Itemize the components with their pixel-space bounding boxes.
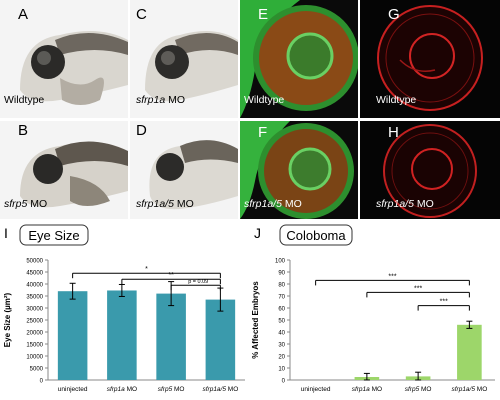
y-tick-label: 10000	[26, 355, 43, 361]
panel-h-caption-suffix: MO	[413, 198, 434, 210]
x-tick-label-gene: sfrp1a	[107, 386, 125, 393]
panel-g-confocal-image	[360, 0, 500, 118]
chart-title: Coloboma	[286, 228, 346, 243]
y-tick-label: 40	[278, 331, 285, 337]
x-tick-label-text: MO	[226, 386, 238, 393]
x-tick-label-0: uninjected	[301, 386, 331, 393]
y-tick-label: 70	[278, 295, 285, 301]
panel-c-letter: C	[136, 6, 147, 23]
panel-d-caption: sfrp1a/5 MO	[136, 198, 194, 210]
panel-d-caption-suffix: MO	[173, 198, 194, 210]
panel-b-caption: sfrp5 MO	[4, 198, 47, 210]
panel-h-letter: H	[388, 124, 399, 141]
y-tick-label: 20000	[26, 331, 43, 337]
sig-label-2: ***	[440, 299, 448, 306]
panel-c-caption-suffix: MO	[165, 94, 186, 106]
y-tick-label: 60	[278, 307, 285, 313]
bar-1	[107, 290, 137, 380]
x-tick-label-text: uninjected	[58, 386, 88, 393]
x-tick-label-gene: sfrp1a/5	[202, 386, 226, 393]
y-tick-label: 10	[278, 367, 285, 373]
chart-title-box	[19, 224, 89, 246]
y-tick-label: 15000	[26, 343, 43, 349]
x-tick-label-gene: sfrp1a	[352, 386, 370, 393]
x-tick-label-text: uninjected	[301, 386, 331, 393]
y-axis-label: % Affected Embryos	[251, 281, 260, 359]
panel-d-letter: D	[136, 122, 147, 139]
x-tick-label-text: MO	[172, 386, 184, 393]
chart-title-box	[279, 224, 353, 246]
eye-size-chart: I Eye Size 0 5000 10000 15000 20000 25000 30000 3…	[3, 224, 245, 393]
panel-f-caption: sfrp1a/5 MO	[244, 198, 302, 210]
y-tick-label: 35000	[26, 295, 43, 301]
panel-d-caption-gene: sfrp1a/5	[136, 198, 174, 210]
y-tick-label: 100	[275, 259, 286, 265]
panel-e-confocal-image	[240, 0, 358, 118]
bar-3	[205, 299, 236, 380]
panel-c-caption: sfrp1a MO	[136, 94, 185, 106]
y-axis-label: Eye Size (µm²)	[3, 292, 12, 347]
panel-h-confocal-image	[360, 121, 500, 219]
bar-3	[457, 324, 482, 380]
x-tick-label-gene: sfrp5	[158, 386, 173, 393]
panel-f-caption-gene: sfrp1a/5	[244, 198, 282, 210]
coloboma-chart: J Coloboma 0 10 20 30 40 50 60 70 80 90 100 % Affecte…	[251, 224, 495, 393]
x-tick-label-text: MO	[125, 386, 137, 393]
x-tick-label-3: sfrp1a/5 MO	[202, 386, 238, 393]
panel-e-caption: Wildtype	[244, 94, 285, 106]
y-tick-label: 0	[282, 379, 286, 385]
x-tick-label-0: uninjected	[58, 386, 88, 393]
x-tick-label-gene: sfrp1a/5	[451, 386, 475, 393]
sig-label-1: ***	[414, 285, 422, 292]
panel-letter: I	[4, 225, 8, 241]
y-tick-label: 45000	[26, 271, 43, 277]
sig-label-1: **	[168, 272, 174, 279]
panel-b-letter: B	[18, 122, 29, 139]
x-tick-label-1: sfrp1a MO	[352, 386, 382, 393]
y-tick-label: 50000	[26, 259, 43, 265]
panel-f-caption-suffix: MO	[281, 198, 302, 210]
panel-d-embryo-image	[130, 121, 238, 219]
sig-label-2: p = 0.09	[188, 279, 208, 285]
y-tick-label: 25000	[26, 319, 43, 325]
y-tick-label: 40000	[26, 283, 43, 289]
x-tick-label-1: sfrp1a MO	[107, 386, 137, 393]
panel-letter: J	[254, 225, 261, 241]
sig-label-0: *	[145, 266, 148, 273]
panel-a-letter: A	[18, 6, 29, 23]
panel-e-letter: E	[258, 6, 269, 23]
y-tick-label: 0	[40, 379, 44, 385]
sig-label-0: ***	[388, 273, 396, 280]
chart-title: Eye Size	[28, 228, 79, 243]
bar-2	[156, 293, 186, 380]
panel-b-caption-suffix: MO	[27, 198, 48, 210]
y-tick-label: 50	[278, 319, 285, 325]
x-tick-label-text: MO	[419, 386, 431, 393]
y-tick-label: 30000	[26, 307, 43, 313]
panel-h-caption: sfrp1a/5 MO	[376, 198, 434, 210]
y-tick-label: 20	[278, 355, 285, 361]
y-tick-label: 80	[278, 283, 285, 289]
x-tick-label-2: sfrp5 MO	[158, 386, 185, 393]
x-tick-label-2: sfrp5 MO	[405, 386, 432, 393]
y-tick-label: 30	[278, 343, 285, 349]
y-tick-label: 90	[278, 271, 285, 277]
y-tick-label: 5000	[30, 367, 44, 373]
panel-c-embryo-image	[130, 0, 238, 118]
panel-g-letter: G	[388, 6, 400, 23]
panel-c-caption-gene: sfrp1a	[136, 94, 166, 106]
panel-f-letter: F	[258, 124, 268, 141]
panel-g-caption: Wildtype	[376, 94, 417, 106]
panel-f-confocal-image	[240, 121, 358, 219]
panel-b-caption-gene: sfrp5	[4, 198, 28, 210]
bar-0	[57, 291, 88, 380]
panel-b-embryo-image	[0, 121, 128, 219]
x-tick-label-text: MO	[370, 386, 382, 393]
panel-a-embryo-image	[0, 0, 128, 118]
panel-a-caption: Wildtype	[4, 94, 45, 106]
x-tick-label-gene: sfrp5	[405, 386, 420, 393]
panel-h-caption-gene: sfrp1a/5	[376, 198, 414, 210]
x-tick-label-text: MO	[475, 386, 487, 393]
x-tick-label-3: sfrp1a/5 MO	[451, 386, 487, 393]
